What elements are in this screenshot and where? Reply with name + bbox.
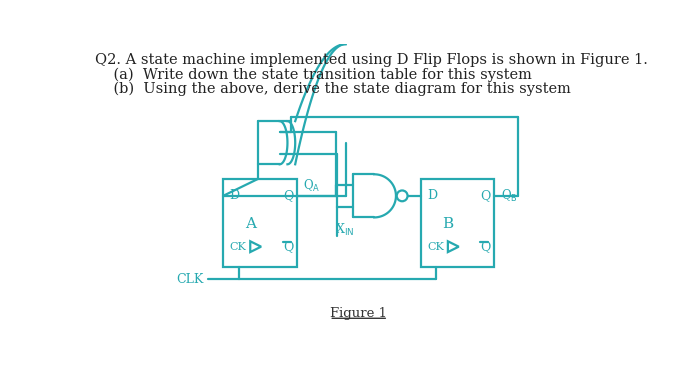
Text: Q: Q (480, 190, 491, 202)
Text: X$_{\rm IN}$: X$_{\rm IN}$ (335, 222, 354, 238)
Text: B: B (442, 217, 454, 231)
Text: CLK: CLK (176, 273, 204, 286)
Text: Figure 1: Figure 1 (330, 308, 387, 321)
Text: Q$_{\rm B}$: Q$_{\rm B}$ (500, 188, 517, 204)
Text: (b)  Using the above, derive the state diagram for this system: (b) Using the above, derive the state di… (95, 81, 571, 96)
Text: CK: CK (427, 242, 444, 252)
Bar (421, 179, 494, 268)
Text: Q2. A state machine implemented using D Flip Flops is shown in Figure 1.: Q2. A state machine implemented using D … (95, 53, 648, 67)
Text: Q: Q (283, 240, 293, 253)
Text: Q$_{\rm A}$: Q$_{\rm A}$ (303, 177, 321, 194)
Text: A: A (245, 217, 255, 231)
Text: CK: CK (230, 242, 246, 252)
Text: D: D (230, 190, 239, 202)
Text: Q: Q (283, 190, 293, 202)
Text: D: D (427, 190, 437, 202)
Bar (223, 179, 297, 268)
Text: (a)  Write down the state transition table for this system: (a) Write down the state transition tabl… (95, 67, 532, 82)
Text: Q: Q (480, 240, 491, 253)
